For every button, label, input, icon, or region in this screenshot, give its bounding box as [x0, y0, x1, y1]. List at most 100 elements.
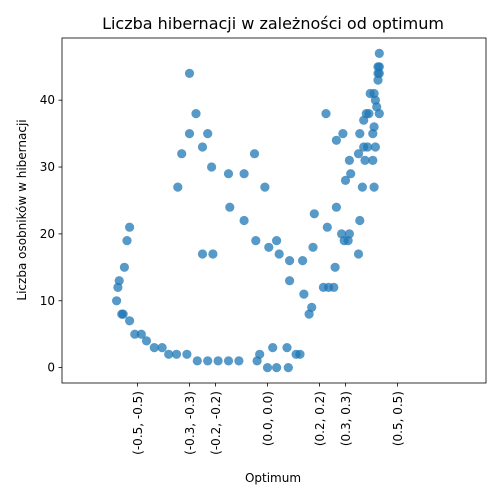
data-points	[112, 48, 384, 373]
data-point	[177, 149, 187, 159]
data-point	[122, 236, 132, 246]
data-point	[207, 162, 217, 172]
data-point	[369, 122, 379, 132]
y-axis-label: Liczba osobników w hibernacji	[15, 119, 29, 300]
data-point	[299, 289, 309, 299]
data-point	[164, 349, 174, 359]
data-point	[285, 276, 295, 286]
data-point	[321, 109, 331, 119]
x-tick-label: (-0.2, -0.2)	[209, 391, 223, 455]
x-axis-ticks: (-0.5, -0.5) (-0.3, -0.3) (-0.2, -0.2) (0.0…	[131, 383, 405, 455]
data-point	[268, 343, 278, 353]
data-point	[329, 282, 339, 292]
data-point	[309, 209, 319, 219]
data-point	[130, 329, 140, 339]
data-point	[363, 142, 373, 152]
data-point	[346, 169, 356, 179]
data-point	[184, 129, 195, 139]
data-point	[308, 242, 318, 252]
data-point	[213, 356, 223, 366]
data-point	[322, 222, 332, 232]
data-point	[298, 256, 308, 266]
data-point	[223, 169, 234, 179]
data-point	[125, 316, 135, 326]
data-point	[353, 249, 364, 259]
x-axis-label: Optimum	[245, 471, 301, 485]
data-point	[374, 109, 384, 119]
data-point	[182, 349, 192, 359]
data-point	[364, 109, 374, 119]
y-tick-label: 10	[40, 294, 55, 308]
data-point	[370, 142, 380, 152]
data-point	[208, 249, 218, 259]
data-point	[330, 262, 340, 272]
data-point	[119, 262, 129, 272]
data-point	[360, 155, 370, 165]
x-tick-label: (-0.3, -0.3)	[183, 391, 197, 455]
data-point	[331, 135, 341, 145]
data-point	[234, 356, 244, 366]
data-point	[192, 356, 202, 366]
data-point	[113, 282, 123, 292]
data-point	[304, 309, 314, 319]
data-point	[239, 169, 249, 179]
plot-area: (-0.5, -0.5) (-0.3, -0.3) (-0.2, -0.2) (0.0…	[40, 37, 487, 455]
data-point	[197, 249, 208, 259]
data-point	[112, 296, 122, 306]
data-point	[282, 343, 292, 353]
data-point	[264, 242, 274, 252]
y-tick-label: 30	[40, 160, 55, 174]
data-point	[203, 129, 213, 139]
x-tick-label: (0.0, 0.0)	[261, 391, 275, 446]
plot-frame	[61, 37, 487, 384]
data-point	[331, 202, 341, 212]
data-point	[157, 343, 167, 353]
data-point	[338, 129, 348, 139]
data-point	[260, 182, 270, 192]
data-point	[369, 88, 379, 99]
data-point	[353, 149, 364, 159]
data-point	[262, 363, 273, 373]
x-tick-label: (0.3, 0.3)	[339, 391, 353, 446]
data-point	[184, 68, 195, 78]
data-point	[191, 109, 201, 119]
y-tick-label: 20	[40, 227, 55, 241]
data-point	[357, 182, 367, 192]
y-tick-label: 40	[40, 93, 55, 107]
data-point	[125, 222, 135, 232]
data-point	[225, 202, 235, 212]
data-point	[355, 129, 365, 139]
data-point	[368, 155, 378, 165]
chart-title: Liczba hibernacji w zależności od optimu…	[102, 14, 444, 33]
data-point	[203, 356, 213, 366]
data-point	[374, 48, 384, 59]
y-axis-ticks: 0 10 20 30 40	[40, 93, 62, 375]
data-point	[344, 155, 354, 165]
data-point	[149, 343, 159, 353]
data-point	[136, 329, 146, 339]
data-point	[173, 182, 183, 192]
data-point	[355, 215, 365, 226]
x-tick-label: (-0.5, -0.5)	[131, 391, 145, 455]
x-tick-label: (0.5, 0.5)	[391, 391, 405, 446]
x-tick-label: (0.2, 0.2)	[313, 391, 327, 446]
data-point	[274, 249, 284, 259]
data-point	[344, 229, 354, 239]
data-point	[272, 236, 282, 246]
data-point	[223, 356, 234, 366]
data-point	[197, 142, 208, 152]
data-point	[283, 363, 293, 373]
data-point	[171, 349, 182, 359]
data-point	[285, 256, 295, 266]
y-tick-label: 0	[47, 361, 55, 375]
data-point	[340, 175, 351, 185]
data-point	[249, 149, 260, 159]
data-point	[239, 215, 249, 226]
data-point	[251, 236, 261, 246]
data-point	[141, 336, 152, 346]
data-point	[374, 62, 384, 72]
data-point	[272, 363, 282, 373]
data-point	[295, 349, 305, 359]
